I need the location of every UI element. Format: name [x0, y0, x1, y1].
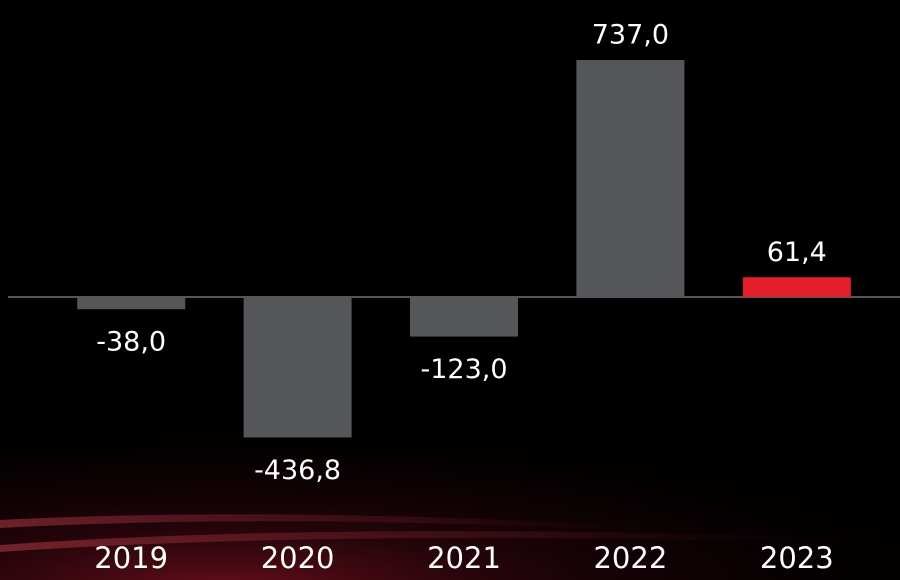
- bar: [742, 277, 851, 297]
- data-label: 737,0: [592, 20, 669, 51]
- x-tick-label: 2023: [760, 541, 834, 575]
- bar: [410, 297, 518, 337]
- data-label: -38,0: [96, 327, 166, 358]
- bar: [243, 297, 352, 438]
- background-glow: [0, 380, 900, 580]
- data-label: -123,0: [420, 354, 507, 385]
- data-label: 61,4: [767, 237, 827, 268]
- x-tick-label: 2021: [427, 541, 501, 575]
- x-tick-label: 2020: [261, 541, 335, 575]
- light-streak: [0, 514, 700, 534]
- light-streak: [0, 531, 900, 552]
- x-tick-label: 2019: [94, 541, 168, 575]
- bar: [77, 297, 186, 310]
- x-tick-label: 2022: [593, 541, 667, 575]
- data-label: -436,8: [254, 455, 341, 486]
- bar: [576, 60, 685, 297]
- plot-area: 2019 -38,0 2020 -436,8 2021 -123,0 2022 737,0 20…: [77, 20, 851, 575]
